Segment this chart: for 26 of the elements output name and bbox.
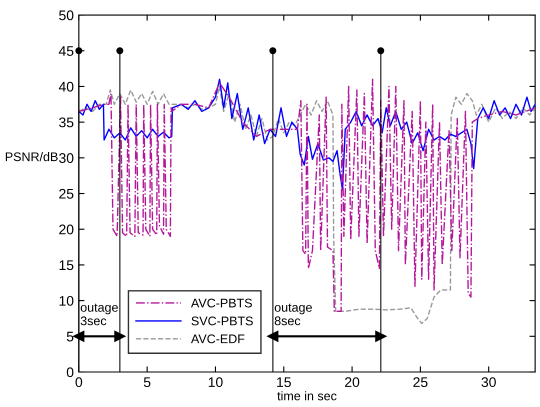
x-tick-label: 5 [144, 377, 150, 388]
x-tick-label: 0 [76, 377, 82, 388]
y-tick-label: 0 [66, 367, 74, 378]
y-tick-label: 20 [59, 224, 74, 234]
legend-label: AVC-PBTS [190, 298, 252, 308]
x-tick-label: 25 [413, 377, 428, 388]
x-tick-label: 20 [345, 377, 360, 388]
line-series [78, 78, 536, 191]
annotation: outage 3sec [80, 304, 118, 326]
annotation: outage 8sec [274, 304, 312, 326]
y-tick-label: 15 [60, 260, 74, 270]
y-tick-label: 30 [59, 153, 74, 164]
x-tick-label: 10 [208, 377, 223, 388]
y-tick-label: 25 [59, 188, 74, 199]
y-axis-title: PSNR/dB [6, 152, 58, 162]
y-tick-label: 45 [58, 46, 74, 56]
y-tick-label: 40 [58, 82, 74, 92]
x-axis-title: time in sec [277, 391, 337, 400]
legend-label: AVC-EDF [190, 334, 244, 344]
y-tick-label: 10 [60, 296, 74, 306]
x-tick-label: 15 [277, 377, 291, 388]
y-tick-label: 35 [59, 117, 74, 128]
legend-label: SVC-PBTS [192, 316, 253, 326]
y-tick-label: 5 [66, 332, 74, 342]
y-tick-label: 50 [59, 10, 74, 20]
x-tick-label: 30 [481, 377, 496, 388]
